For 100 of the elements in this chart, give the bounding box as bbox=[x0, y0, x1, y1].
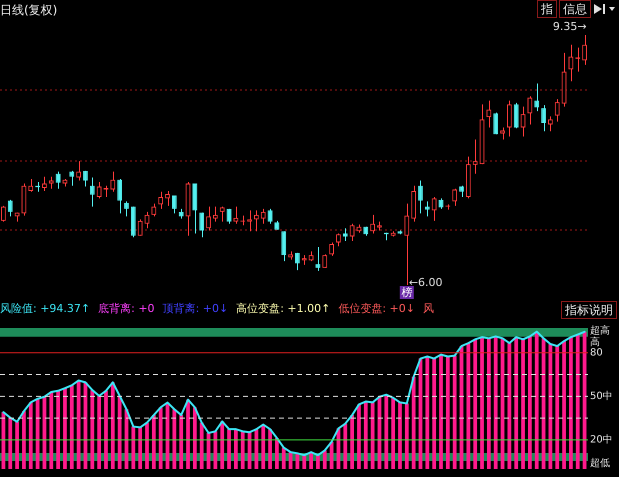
bar bbox=[418, 358, 422, 469]
bar bbox=[22, 411, 26, 469]
candlestick bbox=[438, 198, 444, 210]
candlestick bbox=[48, 176, 54, 190]
bar bbox=[364, 402, 368, 469]
candlestick bbox=[268, 208, 272, 224]
text: 低位变盘: +0↓ bbox=[338, 301, 415, 317]
bar bbox=[76, 380, 81, 469]
text: 底背离: +0 bbox=[98, 301, 155, 317]
bar bbox=[534, 332, 539, 469]
candlestick bbox=[254, 210, 259, 232]
bar bbox=[49, 392, 54, 469]
bar bbox=[384, 394, 388, 469]
candlestick bbox=[336, 233, 341, 247]
text: 高位变盘: +1.00↑ bbox=[236, 301, 330, 317]
bar bbox=[234, 429, 238, 469]
candlestick bbox=[342, 228, 348, 242]
bar bbox=[398, 402, 402, 469]
bar bbox=[213, 431, 218, 469]
candlestick bbox=[165, 190, 170, 206]
candlestick bbox=[144, 211, 150, 229]
bar bbox=[473, 339, 478, 469]
y-tick-label: 超低 bbox=[590, 456, 610, 469]
bar bbox=[145, 422, 149, 469]
bar bbox=[186, 400, 190, 469]
text: 指 bbox=[537, 0, 557, 18]
candlestick bbox=[486, 100, 492, 128]
bar bbox=[370, 402, 375, 469]
candlestick bbox=[308, 250, 314, 262]
candlestick bbox=[316, 246, 320, 272]
bar bbox=[439, 354, 443, 469]
bar bbox=[275, 438, 279, 469]
candlestick bbox=[452, 188, 458, 206]
candlestick bbox=[432, 196, 437, 222]
candlestick bbox=[158, 191, 164, 210]
text: 风险值: +94.37↑ bbox=[0, 301, 90, 317]
candlestick bbox=[302, 254, 307, 266]
bar bbox=[2, 412, 6, 469]
text: 9.35→ bbox=[552, 20, 587, 33]
candlestick bbox=[418, 180, 423, 214]
bar bbox=[357, 404, 361, 469]
candlestick bbox=[226, 208, 232, 224]
candlestick bbox=[548, 116, 553, 132]
candlestick bbox=[69, 170, 74, 186]
bar bbox=[97, 396, 102, 469]
chart-title: 日线(复权) bbox=[0, 2, 58, 19]
text: 指标说明 bbox=[561, 301, 617, 319]
bar bbox=[330, 442, 334, 469]
candlestick bbox=[582, 34, 587, 66]
candlestick bbox=[472, 138, 478, 174]
bar bbox=[336, 428, 340, 469]
bar bbox=[500, 338, 504, 469]
text: 顶背离: +0↓ bbox=[162, 301, 228, 317]
candlestick bbox=[370, 214, 376, 234]
bar bbox=[452, 356, 457, 469]
candlestick bbox=[151, 203, 156, 217]
bar bbox=[507, 343, 512, 469]
bar bbox=[391, 398, 396, 469]
candlestick bbox=[295, 252, 300, 271]
bar bbox=[15, 422, 19, 469]
text: 榜 bbox=[401, 286, 412, 299]
candlestick bbox=[506, 100, 512, 137]
candlestick bbox=[493, 112, 498, 135]
text: 风 bbox=[422, 301, 434, 317]
candlestick bbox=[206, 206, 211, 232]
bar bbox=[206, 432, 210, 469]
bar bbox=[104, 390, 108, 469]
candlestick bbox=[42, 176, 47, 192]
candlestick bbox=[541, 104, 546, 132]
bar bbox=[254, 429, 258, 469]
candlestick bbox=[8, 199, 13, 217]
y-tick-label: 80 bbox=[590, 347, 603, 358]
candlestick bbox=[459, 185, 464, 198]
candlestick bbox=[329, 242, 334, 256]
candlestick bbox=[500, 127, 505, 140]
bar bbox=[84, 382, 88, 469]
bar bbox=[70, 385, 74, 469]
bar bbox=[248, 432, 252, 469]
bar bbox=[166, 402, 170, 469]
candlestick bbox=[424, 200, 430, 217]
y-tick-label: 高 bbox=[590, 336, 600, 348]
bar bbox=[309, 452, 313, 469]
y-tick-label: 20中 bbox=[590, 434, 613, 446]
bar bbox=[316, 455, 320, 469]
bar bbox=[555, 346, 560, 469]
bar bbox=[528, 336, 532, 469]
bar bbox=[480, 337, 484, 469]
bar bbox=[548, 344, 552, 469]
bar bbox=[36, 398, 40, 469]
candlestick bbox=[28, 178, 34, 192]
bar bbox=[268, 429, 272, 469]
bar bbox=[569, 337, 573, 469]
bar bbox=[288, 452, 292, 469]
candlestick bbox=[534, 83, 540, 112]
candlestick bbox=[172, 194, 177, 214]
y-tick-label: 超高 bbox=[590, 324, 610, 336]
candlestick bbox=[96, 182, 102, 199]
candlestick bbox=[76, 160, 82, 182]
bar bbox=[460, 346, 464, 469]
y-tick-label: 50中 bbox=[590, 390, 613, 402]
